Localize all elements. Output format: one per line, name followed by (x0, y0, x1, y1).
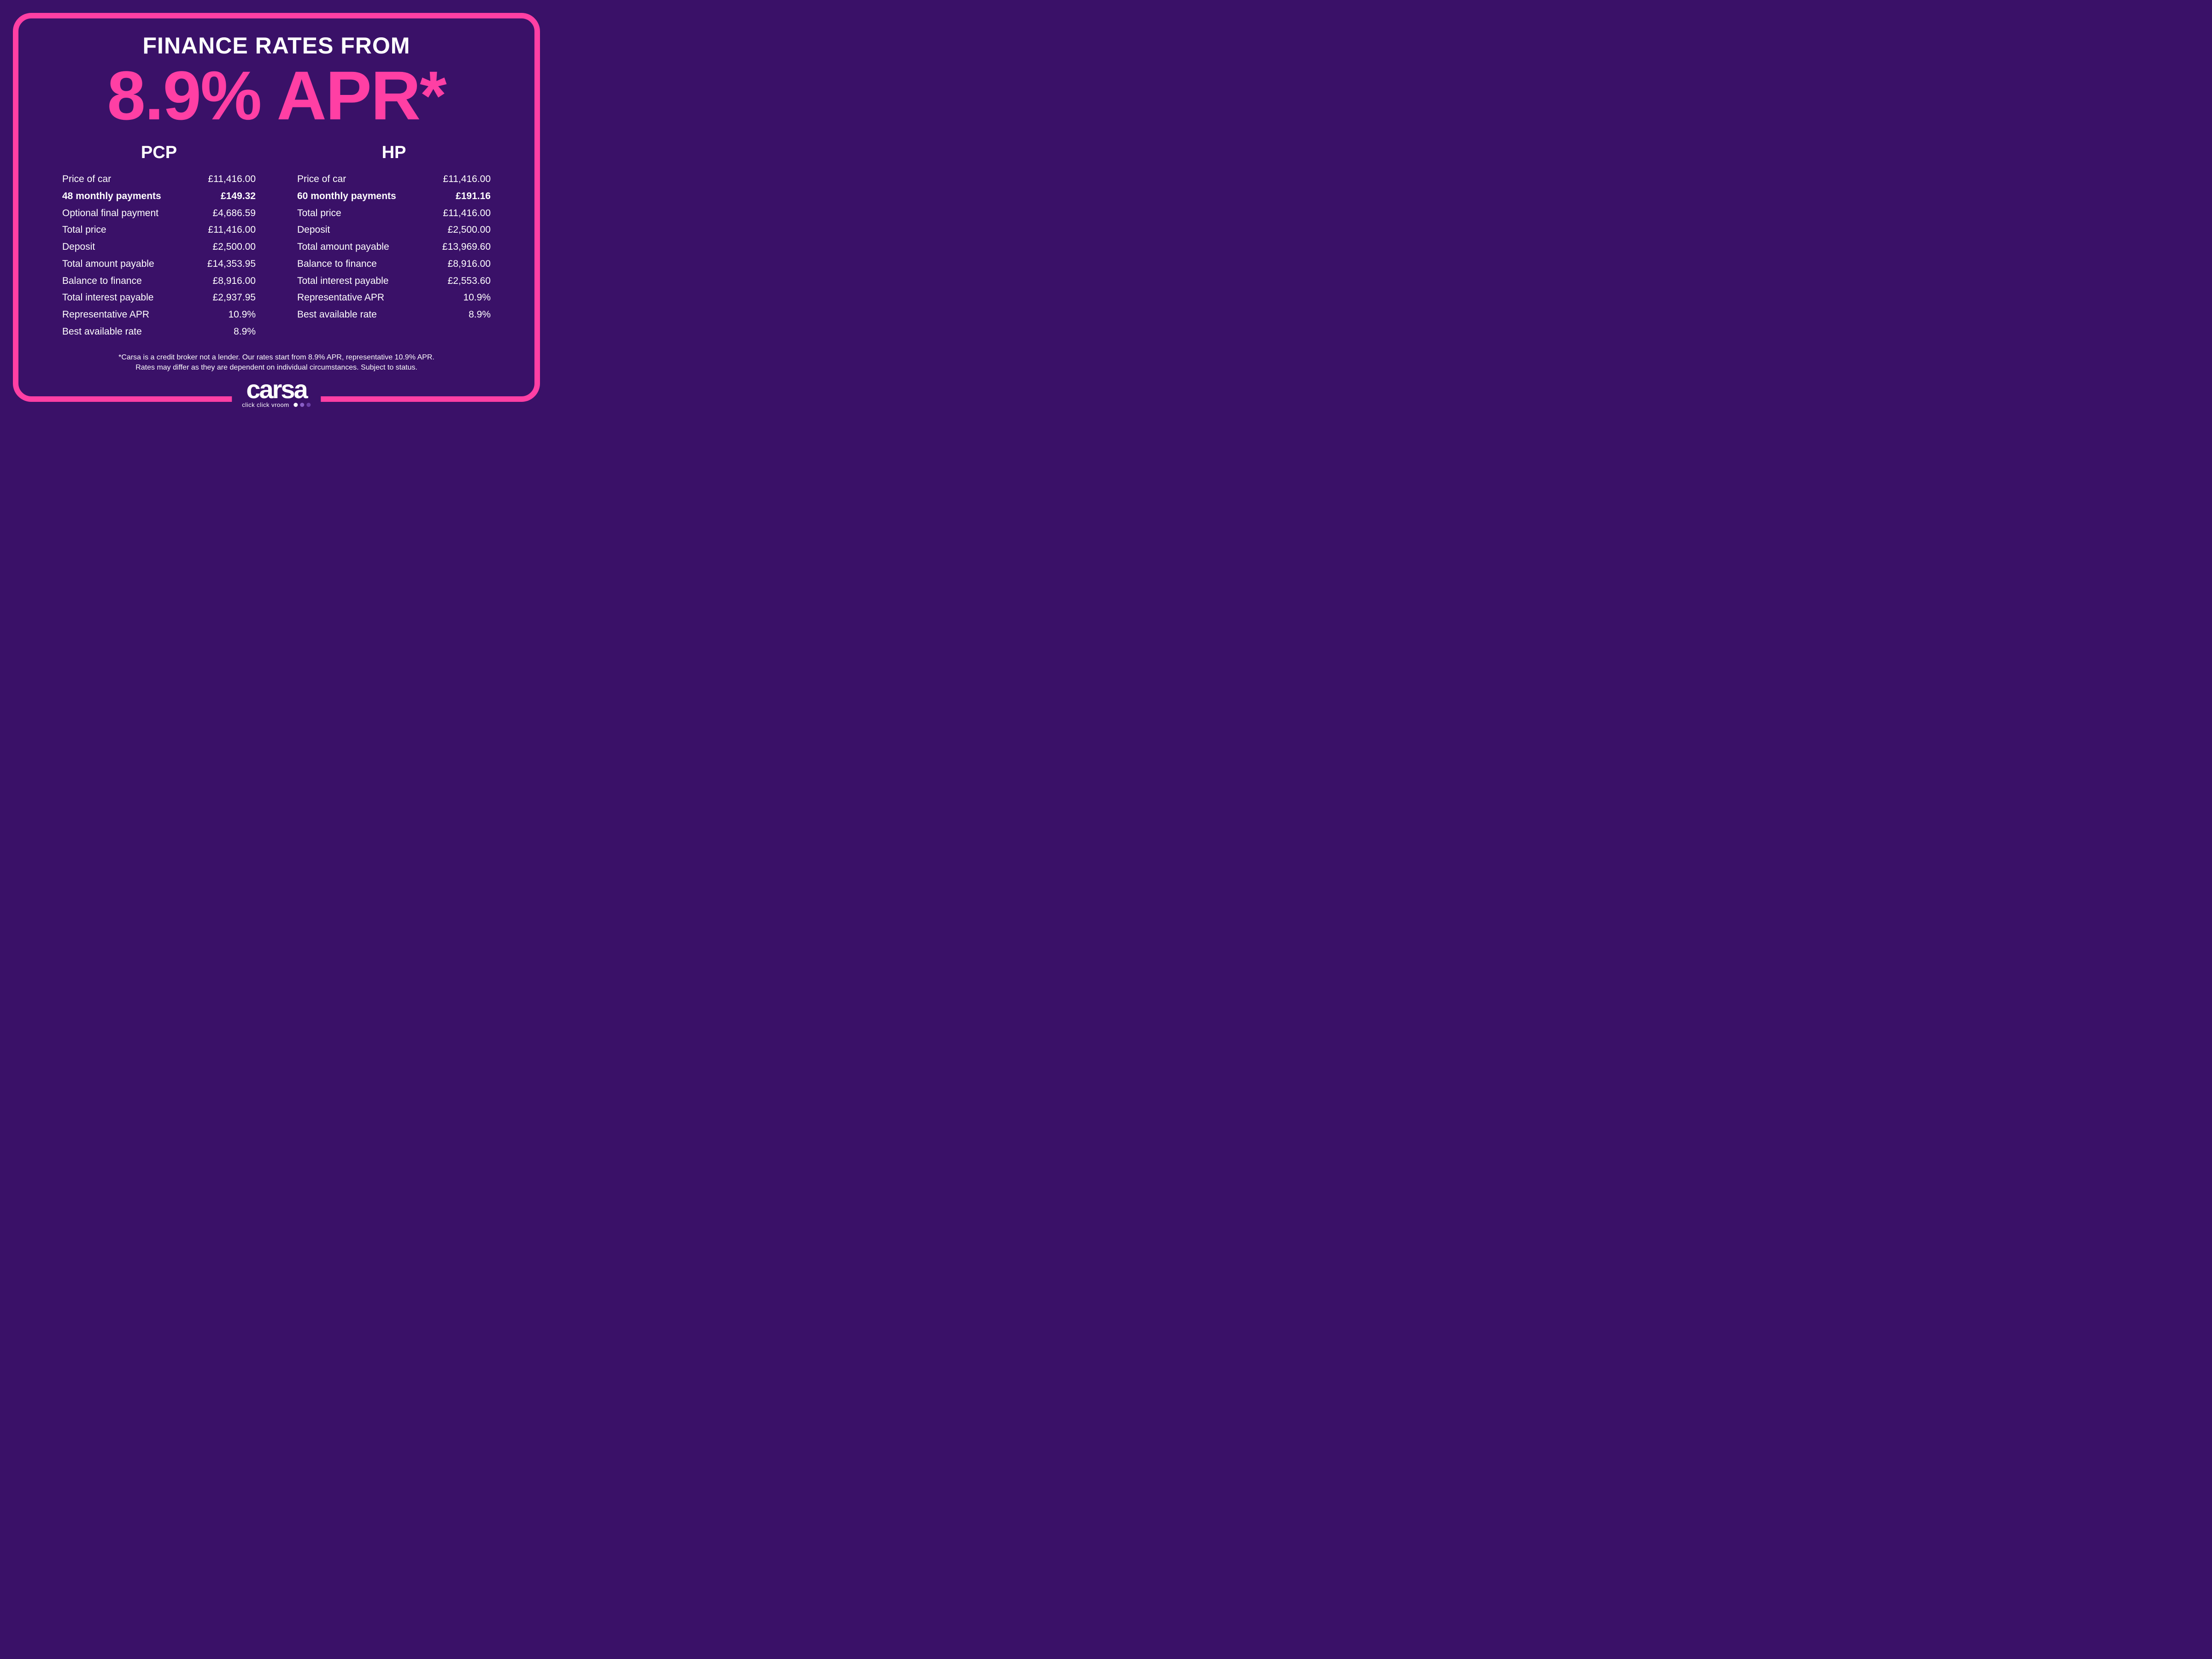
brand-logo-wrap: carsa click click vroom (232, 378, 321, 409)
table-row: Total price £11,416.00 (62, 222, 256, 239)
row-label: 60 monthly payments (297, 188, 396, 205)
table-row: Optional final payment £4,686.59 (62, 205, 256, 222)
brand-dots (294, 403, 311, 407)
row-value: £8,916.00 (213, 273, 256, 290)
table-row: Total interest payable £2,553.60 (297, 273, 491, 290)
row-label: Balance to finance (297, 256, 377, 273)
headline-apr: 8.9% APR* (28, 61, 525, 130)
finance-columns: PCP Price of car£11,416.0048 monthly pay… (28, 143, 525, 341)
row-label: Optional final payment (62, 205, 158, 222)
row-value: 10.9% (228, 306, 256, 324)
row-value: £8,916.00 (448, 256, 491, 273)
pcp-title: PCP (62, 143, 256, 163)
row-label: Total interest payable (297, 273, 388, 290)
row-value: 8.9% (469, 306, 491, 324)
row-label: Total price (62, 222, 106, 239)
table-row: Representative APR 10.9% (297, 289, 491, 306)
table-row: Best available rate 8.9% (62, 324, 256, 341)
row-value: £11,416.00 (443, 171, 491, 188)
hp-title: HP (297, 143, 491, 163)
table-row: Price of car £11,416.00 (297, 171, 491, 188)
row-value: £2,500.00 (213, 239, 256, 256)
row-label: Total amount payable (297, 239, 389, 256)
table-row: Balance to finance £8,916.00 (62, 273, 256, 290)
row-label: Deposit (62, 239, 95, 256)
row-value: £11,416.00 (443, 205, 491, 222)
table-row: Total price £11,416.00 (297, 205, 491, 222)
row-value: £2,500.00 (448, 222, 491, 239)
row-value: £2,553.60 (448, 273, 491, 290)
table-row: Balance to finance £8,916.00 (297, 256, 491, 273)
table-row: Best available rate 8.9% (297, 306, 491, 324)
table-row: Deposit £2,500.00 (297, 222, 491, 239)
row-label: Balance to finance (62, 273, 142, 290)
row-value: £11,416.00 (208, 222, 256, 239)
table-row: 48 monthly payments £149.32 (62, 188, 256, 205)
row-value: £2,937.95 (213, 289, 256, 306)
footnote-line1: *Carsa is a credit broker not a lender. … (28, 353, 525, 363)
content-area: FINANCE RATES FROM 8.9% APR* PCP Price o… (28, 28, 525, 387)
table-row: Price of car £11,416.00 (62, 171, 256, 188)
row-label: Price of car (62, 171, 111, 188)
table-row: Representative APR 10.9% (62, 306, 256, 324)
footnote-line2: Rates may differ as they are dependent o… (28, 363, 525, 373)
row-value: £4,686.59 (213, 205, 256, 222)
row-label: Best available rate (62, 324, 142, 341)
row-label: Representative APR (62, 306, 149, 324)
brand-logo: carsa (242, 378, 311, 400)
row-label: Total price (297, 205, 341, 222)
pcp-rows: Price of car£11,416.0048 monthly payment… (62, 171, 256, 341)
hp-rows: Price of car£11,416.0060 monthly payment… (297, 171, 491, 324)
table-row: Total interest payable £2,937.95 (62, 289, 256, 306)
row-value: £11,416.00 (208, 171, 256, 188)
row-value: £149.32 (221, 188, 256, 205)
hp-column: HP Price of car£11,416.0060 monthly paym… (297, 143, 491, 341)
dot-icon (294, 403, 298, 407)
row-label: Representative APR (297, 289, 384, 306)
brand-tagline-row: click click vroom (242, 401, 311, 408)
row-label: Price of car (297, 171, 346, 188)
table-row: Total amount payable £14,353.95 (62, 256, 256, 273)
row-label: Best available rate (297, 306, 377, 324)
row-value: 8.9% (234, 324, 256, 341)
row-value: £13,969.60 (442, 239, 491, 256)
row-label: Total interest payable (62, 289, 153, 306)
dot-icon (307, 403, 311, 407)
row-value: 10.9% (463, 289, 491, 306)
footnote: *Carsa is a credit broker not a lender. … (28, 353, 525, 373)
row-value: £191.16 (456, 188, 491, 205)
pcp-column: PCP Price of car£11,416.0048 monthly pay… (62, 143, 256, 341)
row-label: Total amount payable (62, 256, 154, 273)
row-label: 48 monthly payments (62, 188, 161, 205)
table-row: Total amount payable £13,969.60 (297, 239, 491, 256)
dot-icon (300, 403, 305, 407)
row-value: £14,353.95 (207, 256, 256, 273)
row-label: Deposit (297, 222, 330, 239)
table-row: Deposit £2,500.00 (62, 239, 256, 256)
table-row: 60 monthly payments £191.16 (297, 188, 491, 205)
headline-line1: FINANCE RATES FROM (28, 32, 525, 59)
brand-tagline: click click vroom (242, 401, 289, 408)
